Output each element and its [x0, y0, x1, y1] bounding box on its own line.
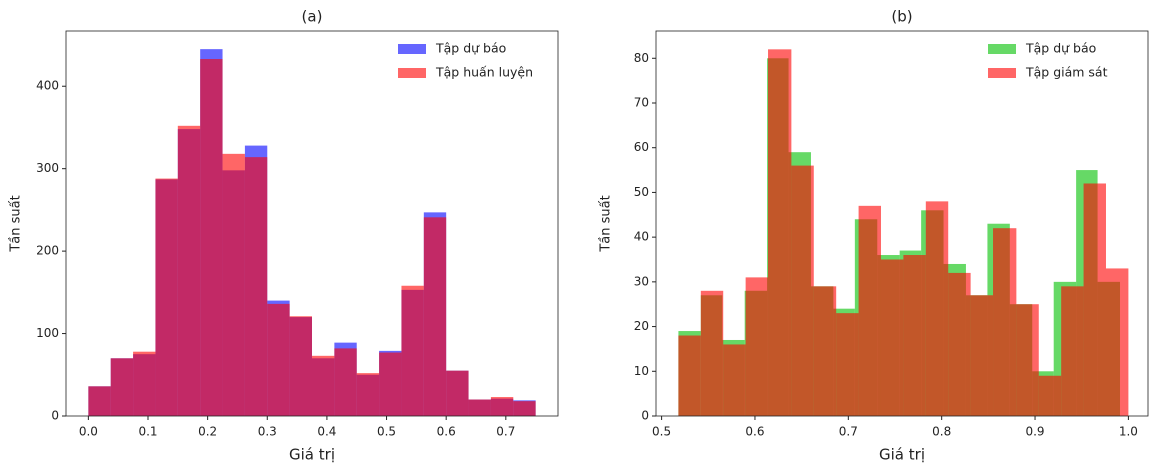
legend-swatch — [988, 44, 1016, 54]
histogram-bar — [723, 344, 746, 416]
y-tick-label: 40 — [634, 230, 649, 244]
subplot-title: (b) — [891, 8, 912, 26]
histogram-bar — [401, 285, 424, 416]
subplot: 0.5 0.6 0.7 0.8 0.9 1.0 0 10 20 30 40 50 60 70 80 (b) Gi… — [599, 8, 1149, 464]
x-tick-label: 0.8 — [932, 425, 951, 439]
histogram-bar — [110, 358, 134, 416]
histogram-bar — [791, 165, 814, 416]
histogram-bar — [177, 125, 201, 416]
histogram-bar — [993, 228, 1017, 416]
histogram-bar — [1016, 304, 1039, 416]
x-tick-label: 0.4 — [317, 425, 336, 439]
axes-frame — [655, 30, 1149, 417]
histogram-bar — [1105, 268, 1129, 416]
histogram-bar — [490, 397, 514, 416]
x-tick-label: 0.7 — [496, 425, 515, 439]
histogram-bar — [468, 399, 491, 416]
legend-swatch — [398, 68, 426, 78]
legend-label: Tập dự báo — [1025, 41, 1096, 56]
histogram-bar — [925, 201, 949, 416]
histogram-bar — [312, 355, 335, 416]
histogram-bar — [858, 205, 881, 416]
x-tick-label: 0.5 — [377, 425, 396, 439]
histogram-bar — [813, 286, 837, 416]
histogram-bar — [267, 303, 290, 416]
x-tick-label: 1.0 — [1119, 425, 1138, 439]
histogram-bar — [768, 49, 792, 416]
histogram-bar — [836, 313, 859, 416]
legend-label: Tập giám sát — [1025, 65, 1108, 80]
histogram-bar — [133, 351, 156, 416]
histogram-bar — [745, 277, 769, 416]
histogram-bar — [356, 373, 380, 416]
y-tick-label: 0 — [51, 409, 59, 423]
histogram-bar — [1038, 375, 1062, 416]
y-tick-label: 300 — [36, 161, 59, 175]
axes-frame — [65, 30, 559, 417]
histogram-bar — [446, 370, 469, 416]
histogram-bar — [423, 217, 447, 416]
y-tick-label: 70 — [634, 95, 649, 109]
y-tick-label: 80 — [634, 51, 649, 65]
histogram-bar — [970, 295, 994, 416]
y-tick-label: 60 — [634, 140, 649, 154]
y-tick-label: 0 — [641, 409, 649, 423]
y-tick-label: 100 — [36, 326, 59, 340]
histogram-bar — [379, 352, 402, 416]
y-tick-label: 50 — [634, 185, 649, 199]
histogram-bar — [903, 255, 926, 416]
histogram-bar — [200, 59, 223, 417]
histogram-bar — [1083, 183, 1106, 416]
y-tick-label: 20 — [634, 319, 649, 333]
y-axis-label: Tần suất — [9, 195, 24, 252]
legend-label: Tập dự báo — [435, 41, 506, 56]
x-axis-label: Giá trị — [289, 446, 335, 464]
legend-label: Tập huấn luyện — [435, 65, 533, 80]
x-tick-label: 0.7 — [839, 425, 858, 439]
histogram-bar — [678, 335, 701, 416]
histogram-bar — [155, 178, 178, 416]
x-tick-label: 0.1 — [138, 425, 157, 439]
subplot-title: (a) — [302, 8, 323, 26]
histogram-bar — [700, 290, 724, 416]
legend-swatch — [398, 44, 426, 54]
histogram-bar — [289, 316, 312, 416]
legend-swatch — [988, 68, 1016, 78]
histogram-bar — [880, 259, 904, 416]
y-axis-label: Tần suất — [599, 195, 614, 252]
histogram-bar — [334, 348, 357, 416]
x-tick-label: 0.6 — [745, 425, 764, 439]
x-tick-label: 0.9 — [1025, 425, 1044, 439]
y-tick-label: 30 — [634, 274, 649, 288]
histogram-bar — [948, 272, 971, 416]
x-tick-label: 0.3 — [258, 425, 277, 439]
x-tick-label: 0.0 — [79, 425, 98, 439]
histogram-bar — [88, 386, 111, 416]
y-tick-label: 10 — [634, 364, 649, 378]
subplot: 0.0 0.1 0.2 0.3 0.4 0.5 0.6 0.7 0 100 200 300 400 (a)… — [9, 8, 559, 464]
histogram-bar — [222, 153, 245, 416]
x-tick-label: 0.2 — [198, 425, 217, 439]
x-tick-label: 0.6 — [437, 425, 456, 439]
y-tick-label: 400 — [36, 79, 59, 93]
histogram-bar — [244, 157, 268, 417]
x-axis-label: Giá trị — [879, 446, 925, 464]
histogram-bar — [513, 401, 536, 416]
x-tick-label: 0.5 — [652, 425, 671, 439]
histogram-bar — [1061, 286, 1084, 416]
y-tick-label: 200 — [36, 244, 59, 258]
